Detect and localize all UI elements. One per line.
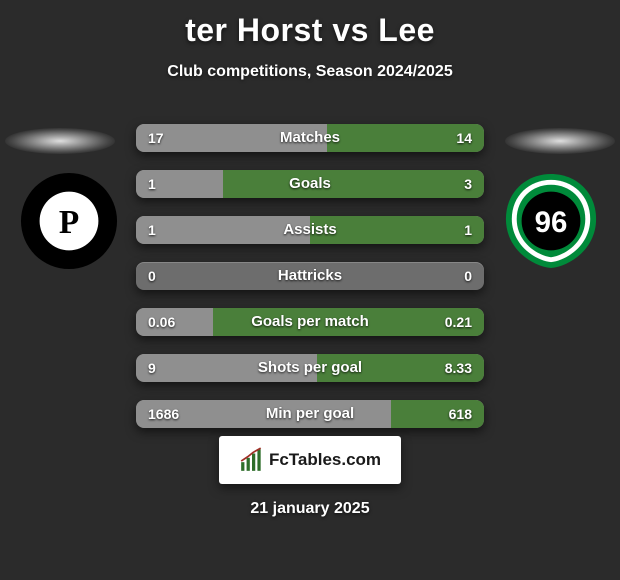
stat-label: Min per goal [136,400,484,428]
stat-row: 11Assists [136,216,484,244]
stat-label: Matches [136,124,484,152]
subtitle: Club competitions, Season 2024/2025 [0,63,620,81]
page-title: ter Horst vs Lee [0,0,620,49]
team-right-crest-text: 96 [535,206,568,239]
stat-label: Goals [136,170,484,198]
team-left-crest-icon: P [20,172,118,270]
crest-shadow-right [505,128,615,154]
stat-row: 00Hattricks [136,262,484,290]
stat-label: Shots per goal [136,354,484,382]
stat-row: 0.060.21Goals per match [136,308,484,336]
branding-badge: FcTables.com [219,436,401,484]
stat-label: Goals per match [136,308,484,336]
team-left-crest-letter: P [59,204,79,241]
stat-label: Hattricks [136,262,484,290]
team-right-crest-icon: 96 [502,172,600,270]
stat-label: Assists [136,216,484,244]
stat-row: 98.33Shots per goal [136,354,484,382]
stat-row: 1714Matches [136,124,484,152]
stat-row: 1686618Min per goal [136,400,484,428]
stat-row: 13Goals [136,170,484,198]
crest-shadow-left [5,128,115,154]
fctables-logo-icon [239,447,265,473]
branding-text: FcTables.com [269,450,381,470]
stats-bars-container: 1714Matches 13Goals 11Assists 00Hattricks 0.… [136,124,484,446]
generation-date: 21 january 2025 [0,500,620,518]
